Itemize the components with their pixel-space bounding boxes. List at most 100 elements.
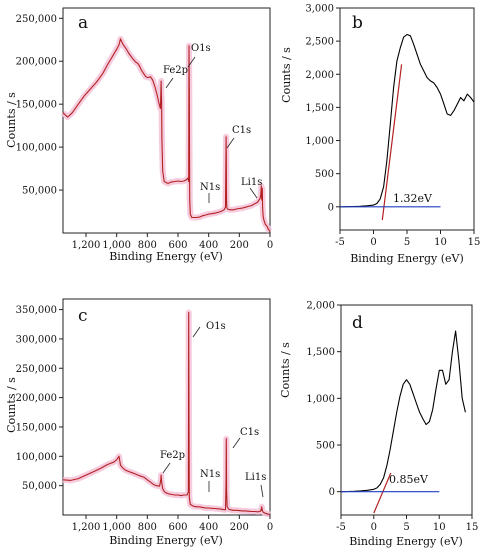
x-tick-label: 5 (403, 522, 409, 533)
plot-frame (62, 7, 271, 234)
x-tick-label: 1,000 (102, 522, 131, 533)
fit-line (373, 472, 392, 514)
y-tick-label: 0 (329, 487, 335, 498)
y-axis-ticks: 50,000 100,000 150,000 200,000 250,000 300,00… (16, 305, 63, 492)
plot-content (339, 33, 475, 221)
x-tick-label: 400 (199, 522, 218, 533)
peak-annotations: Fe2p O1s C1s N1s Li1s (163, 43, 262, 203)
annotation-leader (249, 187, 258, 199)
x-tick-label: 800 (138, 522, 157, 533)
peak-label-fe2p: Fe2p (163, 65, 188, 76)
panel-d: -5 0 5 10 15 0 500 1,000 1,500 2,000 d Counts / … (279, 301, 478, 549)
x-tick-label: 1,000 (102, 240, 131, 251)
y-tick-label: 150,000 (16, 100, 57, 111)
y-tick-label: 500 (315, 169, 334, 180)
y-tick-label: 2,500 (305, 37, 334, 48)
x-tick-label: 200 (230, 240, 249, 251)
x-axis-title: Binding Energy (eV) (109, 534, 223, 547)
band-gap-label: 1.32eV (393, 192, 433, 205)
x-tick-label: 0 (267, 522, 273, 533)
panel-c: 1,200 1,000 800 600 400 200 0 50,000 100,000 150… (5, 298, 273, 547)
panel-a: 1,200 1,000 800 600 400 200 0 50,000 100,000 150… (5, 7, 273, 263)
y-tick-label: 500 (316, 441, 335, 452)
y-tick-label: 200,000 (16, 393, 57, 404)
y-tick-label: 2,000 (305, 70, 334, 81)
x-tick-label: 1,200 (72, 240, 101, 251)
plot-content (340, 330, 466, 514)
y-axis-ticks: 0 500 1,000 1,500 2,000 (306, 301, 341, 498)
peak-label-n1s: N1s (200, 182, 220, 193)
x-axis-title: Binding Energy (eV) (109, 250, 223, 263)
x-tick-label: 5 (404, 237, 410, 248)
y-axis-title: Counts / s (5, 92, 18, 148)
y-axis-title: Counts / s (279, 342, 292, 398)
panel-label: d (352, 313, 363, 333)
series-line (340, 330, 466, 493)
peak-label-fe2p: Fe2p (160, 450, 185, 461)
peak-label-o1s: O1s (206, 321, 226, 332)
y-tick-label: 50,000 (22, 481, 57, 492)
x-tick-label: 800 (138, 240, 157, 251)
panel-label: a (78, 13, 88, 33)
x-tick-label: -5 (335, 237, 345, 248)
y-axis-title: Counts / s (280, 47, 293, 103)
panel-label: b (352, 13, 363, 33)
x-tick-label: 0 (370, 237, 376, 248)
x-tick-label: -5 (336, 522, 346, 533)
y-tick-label: 350,000 (16, 305, 57, 316)
y-tick-label: 200,000 (16, 57, 57, 68)
x-tick-label: 15 (468, 237, 481, 248)
peak-label-c1s: C1s (232, 125, 251, 136)
x-tick-label: 10 (433, 522, 446, 533)
annotation-leader (187, 56, 196, 68)
y-tick-label: 2,000 (306, 301, 335, 312)
y-tick-label: 100,000 (16, 452, 57, 463)
y-tick-label: 300,000 (16, 334, 57, 345)
annotation-leader (162, 462, 171, 474)
x-tick-label: 0 (267, 240, 273, 251)
annotation-leader (165, 77, 174, 89)
series-line (62, 38, 271, 232)
y-tick-label: 1,500 (306, 347, 335, 358)
y-axis-title: Counts / s (5, 377, 18, 433)
peak-label-li1s: Li1s (241, 177, 262, 188)
x-axis-title: Binding Energy (eV) (350, 252, 464, 265)
band-gap-label: 0.85eV (389, 473, 429, 486)
x-axis-title: Binding Energy (eV) (349, 535, 463, 548)
peak-label-o1s: O1s (191, 43, 211, 54)
y-tick-label: 150,000 (16, 422, 57, 433)
x-tick-label: 600 (168, 522, 187, 533)
y-tick-label: 3,000 (305, 4, 334, 15)
annotation-leader (192, 326, 201, 338)
peak-label-li1s: Li1s (245, 472, 266, 483)
y-tick-label: 1,000 (305, 136, 334, 147)
x-tick-label: 400 (199, 240, 218, 251)
y-tick-label: 250,000 (16, 364, 57, 375)
plot-content (62, 309, 272, 518)
x-axis-ticks: 1,200 1,000 800 600 400 200 0 (72, 515, 273, 533)
x-axis-ticks: 1,200 1,000 800 600 400 200 0 (72, 233, 273, 251)
fit-line (381, 64, 403, 221)
series-halo (62, 309, 272, 518)
x-axis-ticks: -5 0 5 10 15 (335, 230, 480, 248)
series-line (339, 33, 475, 208)
y-tick-label: 1,500 (305, 103, 334, 114)
panel-b: -5 0 5 10 15 0 500 1,000 1,500 2,000 2,500 3,000 b… (280, 4, 480, 266)
peak-label-c1s: C1s (240, 427, 259, 438)
y-tick-label: 1,000 (306, 394, 335, 405)
y-tick-label: 50,000 (22, 186, 57, 197)
annotation-leader (260, 484, 264, 498)
y-tick-label: 100,000 (16, 143, 57, 154)
y-tick-label: 0 (328, 202, 334, 213)
x-tick-label: 200 (230, 522, 249, 533)
y-axis-ticks: 0 500 1,000 1,500 2,000 2,500 3,000 (305, 4, 340, 213)
annotation-leader (232, 437, 241, 449)
series-line (62, 311, 271, 515)
x-tick-label: 15 (466, 522, 479, 533)
x-tick-label: 1,200 (72, 522, 101, 533)
y-axis-ticks: 50,000 100,000 150,000 200,000 250,000 (16, 14, 63, 197)
x-tick-label: 0 (371, 522, 377, 533)
peak-label-n1s: N1s (200, 469, 220, 480)
panel-label: c (78, 306, 88, 326)
